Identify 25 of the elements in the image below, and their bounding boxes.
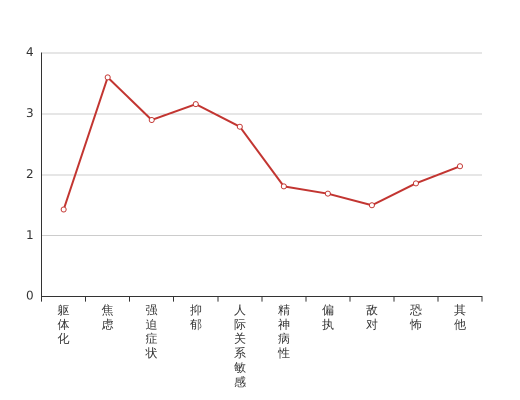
y-tick-label: 3 (26, 106, 34, 120)
y-tick-label: 4 (26, 45, 34, 60)
point (192, 101, 199, 108)
point (60, 206, 67, 213)
x-tick-label: 恐怖 (408, 302, 422, 332)
point (456, 163, 463, 170)
x-tick-label: 人际关系敏感 (234, 302, 246, 389)
point (148, 116, 155, 123)
x-tick-label: 其他 (454, 302, 466, 332)
point (324, 190, 331, 197)
x-tick-label: 敌对 (366, 302, 378, 332)
point (280, 183, 287, 190)
point (236, 124, 243, 130)
x-tick-label: 精神病性 (276, 302, 290, 360)
point (104, 74, 111, 80)
y-tick-label: 0 (26, 288, 34, 303)
x-tick-label: 偏执 (322, 302, 334, 332)
x-tick-label: 强迫症状 (144, 302, 158, 360)
x-tick-label: 抑郁 (190, 302, 202, 332)
point (368, 202, 375, 208)
x-tick-label: 焦虑 (102, 302, 114, 332)
y-tick-label: 1 (26, 228, 34, 242)
x-tick-label: 躯体化 (58, 302, 70, 346)
y-tick-label: 2 (26, 166, 34, 181)
point (412, 180, 419, 186)
